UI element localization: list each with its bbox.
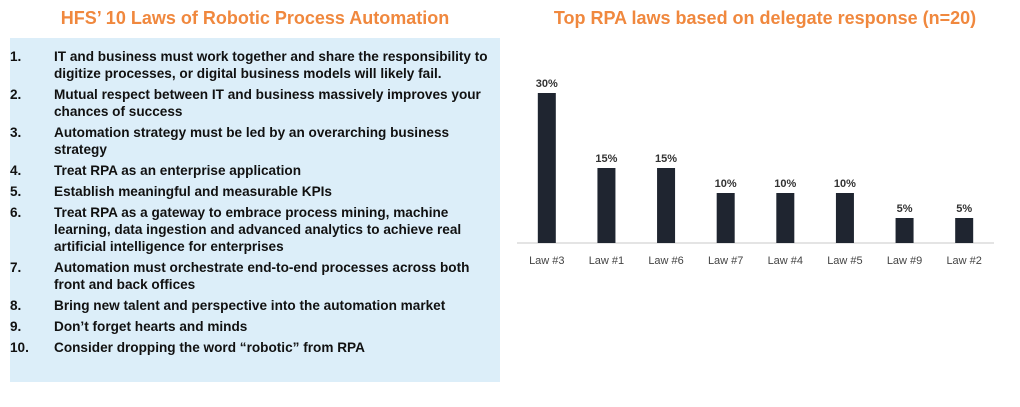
bar <box>716 193 735 243</box>
x-tick-label: Law #5 <box>827 255 862 267</box>
law-text: Treat RPA as an enterprise application <box>54 163 302 178</box>
x-tick-label: Law #6 <box>648 255 683 267</box>
law-number: 3. <box>10 125 22 140</box>
x-tick-label: Law #4 <box>768 255 803 267</box>
law-item: 8. Bring new talent and perspective into … <box>10 297 500 314</box>
law-text: Automation must orchestrate end-to-end p… <box>54 260 470 292</box>
law-text: Automation strategy must be led by an ov… <box>54 125 450 157</box>
law-item: 2. Mutual respect between IT and business… <box>10 86 500 120</box>
data-label: 5% <box>897 203 913 215</box>
law-item: 10. Consider dropping the word “robotic” … <box>10 339 500 356</box>
law-number: 4. <box>10 163 22 178</box>
data-label: 15% <box>655 153 677 165</box>
laws-panel: 1. IT and business must work together and… <box>10 38 500 382</box>
data-label: 10% <box>774 178 796 190</box>
law-item: 7. Automation must orchestrate end-to-end… <box>10 259 500 293</box>
law-text: Bring new talent and perspective into th… <box>54 298 446 313</box>
bar <box>895 218 914 243</box>
x-tick-label: Law #9 <box>887 255 922 267</box>
chart-title: Top RPA laws based on delegate response … <box>553 8 977 28</box>
law-item: 1. IT and business must work together and… <box>10 48 500 82</box>
law-item: 4. Treat RPA as an enterprise application <box>10 162 500 179</box>
bar <box>835 193 854 243</box>
bar <box>776 193 795 243</box>
law-item: 9. Don’t forget hearts and minds <box>10 318 500 335</box>
law-number: 8. <box>10 298 22 313</box>
law-number: 6. <box>10 205 22 220</box>
data-label: 10% <box>834 178 856 190</box>
data-label: 5% <box>956 203 972 215</box>
data-label: 15% <box>595 153 617 165</box>
law-text: Mutual respect between IT and business m… <box>54 87 481 119</box>
x-tick-label: Law #7 <box>708 255 743 267</box>
bar-chart: 30% Law #3 15% Law #1 15% Law #6 10% Law #7 10% L… <box>517 78 994 267</box>
bar <box>657 168 676 243</box>
laws-title: HFS’ 10 Laws of Robotic Process Automati… <box>60 8 450 28</box>
law-number: 7. <box>10 260 22 275</box>
data-label: 30% <box>536 78 558 90</box>
law-item: 3. Automation strategy must be led by an … <box>10 124 500 158</box>
law-text: Treat RPA as a gateway to embrace proces… <box>54 205 462 254</box>
law-number: 9. <box>10 319 22 334</box>
law-number: 2. <box>10 87 22 102</box>
bar <box>955 218 974 243</box>
x-tick-label: Law #2 <box>946 255 981 267</box>
law-item: 6. Treat RPA as a gateway to embrace proc… <box>10 204 500 255</box>
bar <box>537 93 556 243</box>
law-number: 5. <box>10 184 22 199</box>
law-text: Establish meaningful and measurable KPIs <box>54 184 332 199</box>
law-item: 5. Establish meaningful and measurable KP… <box>10 183 500 200</box>
law-number: 1. <box>10 49 22 64</box>
law-text: IT and business must work together and s… <box>54 49 488 81</box>
law-text: Consider dropping the word “robotic” fro… <box>54 340 365 355</box>
bar <box>597 168 616 243</box>
x-tick-label: Law #1 <box>589 255 624 267</box>
data-label: 10% <box>715 178 737 190</box>
law-number: 10. <box>10 340 29 355</box>
law-text: Don’t forget hearts and minds <box>54 319 248 334</box>
x-tick-label: Law #3 <box>529 255 564 267</box>
